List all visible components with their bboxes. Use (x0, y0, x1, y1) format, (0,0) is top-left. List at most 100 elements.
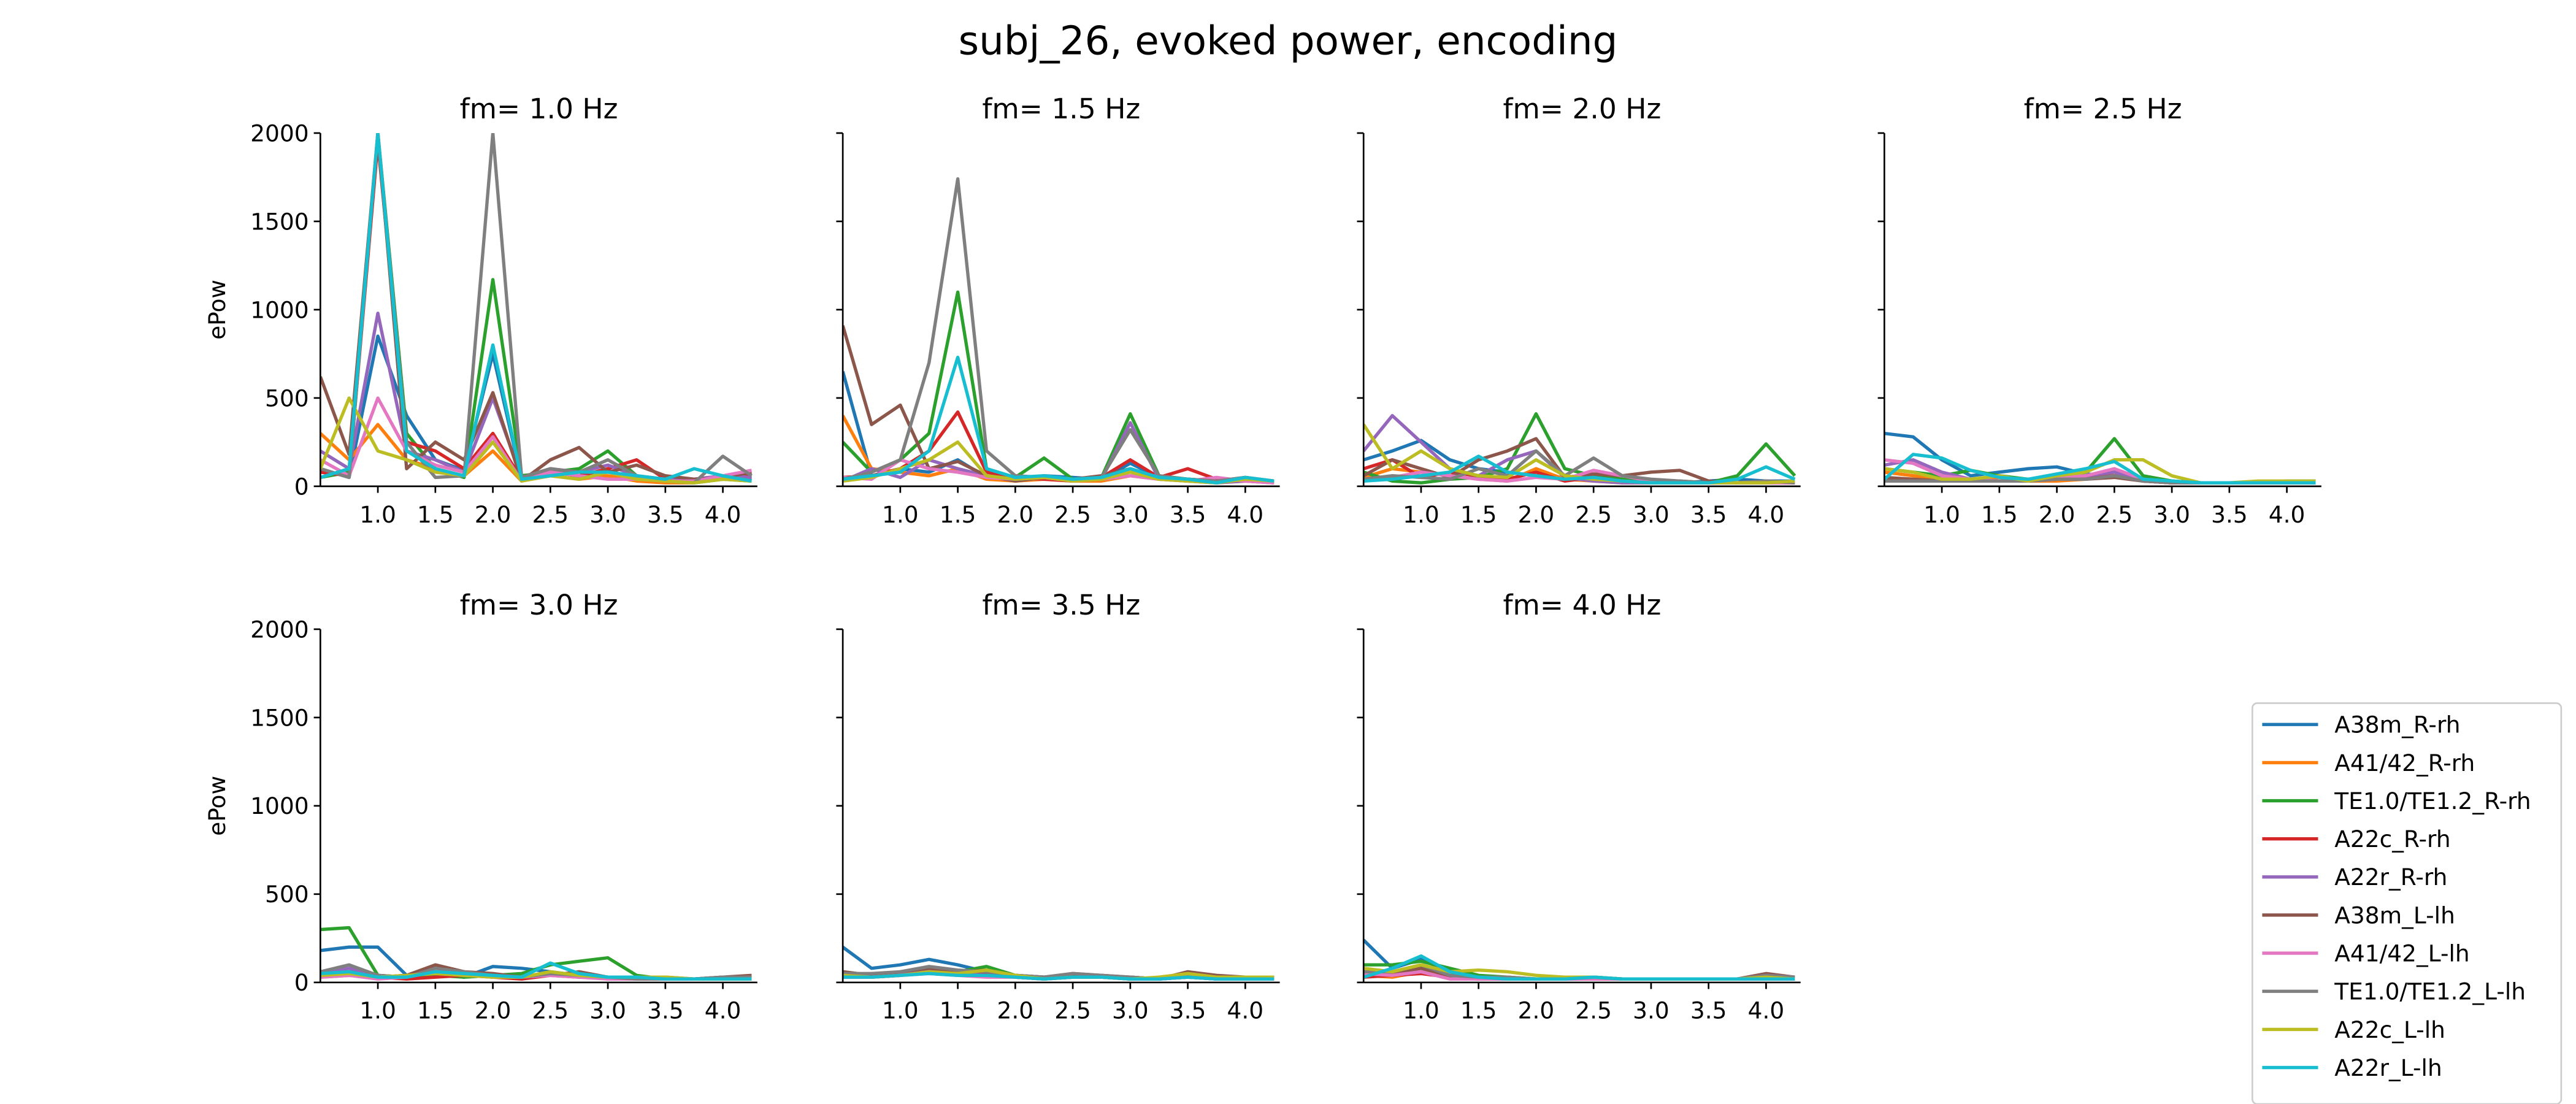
x-tick-label: 4.0 (705, 501, 742, 528)
legend-item: A22r_L-lh (2262, 1054, 2442, 1081)
x-tick-label: 1.5 (1981, 501, 2018, 528)
x-tick-label: 3.5 (1170, 501, 1206, 528)
legend-item: TE1.0/TE1.2_R-rh (2262, 788, 2531, 815)
x-tick-label: 4.0 (1227, 501, 1264, 528)
series-group (320, 132, 753, 485)
x-tick-label: 1.5 (1460, 997, 1497, 1024)
x-tick-label: 4.0 (705, 997, 742, 1024)
x-tick-label: 2.5 (1575, 501, 1612, 528)
series-group (1363, 938, 1795, 981)
x-tick-label: 3.5 (1170, 997, 1206, 1024)
series-group (320, 926, 752, 981)
x-tick-label: 2.0 (1518, 997, 1555, 1024)
y-axis-label: ePow (204, 776, 231, 836)
x-tick-label: 1.0 (882, 501, 919, 528)
x-tick-label: 1.0 (1403, 997, 1439, 1024)
subplot-7: fm= 4.0 Hz 1.0 1.5 2.0 2.5 3.0 3.5 4.0 (1357, 589, 1801, 1024)
x-tick-label: 3.0 (1633, 997, 1669, 1024)
x-tick-label: 3.0 (1112, 997, 1149, 1024)
y-tick-label: 1000 (250, 792, 309, 819)
legend-label: A22r_L-lh (2334, 1054, 2442, 1081)
legend: A38m_R-rh A41/42_R-rh TE1.0/TE1.2_R-rh A22c… (2251, 702, 2563, 1104)
series-group (843, 946, 1275, 981)
legend-label: A22r_R-rh (2334, 864, 2447, 891)
legend-label: A22c_L-lh (2334, 1016, 2445, 1043)
x-tick-label: 2.0 (2039, 501, 2076, 528)
legend-label: A41/42_L-lh (2334, 940, 2469, 967)
x-tick-label: 1.0 (359, 501, 396, 528)
subplot-2: fm= 1.5 Hz 1.0 1.5 2.0 2.5 3.0 3.5 4.0 (836, 93, 1280, 528)
subplot-title: fm= 2.0 Hz (1503, 93, 1661, 125)
x-tick-label: 3.5 (647, 501, 684, 528)
subplot-grid: fm= 1.0 Hz 0 500 1000 1500 2000 1.0 1.5 2.0 2.5 3.… (204, 93, 2321, 1024)
subplot-title: fm= 1.0 Hz (460, 93, 618, 125)
subplot-5: fm= 3.0 Hz 0 500 1000 1500 2000 1.0 1.5 2.0 2.5 3.… (204, 589, 757, 1024)
x-tick-label: 1.5 (940, 997, 976, 1024)
subplot-title: fm= 3.5 Hz (982, 589, 1140, 621)
x-tick-label: 2.0 (475, 997, 512, 1024)
legend-label: A38m_L-lh (2334, 902, 2455, 929)
legend-item: A22r_R-rh (2262, 864, 2447, 891)
y-tick-label: 2000 (250, 616, 309, 643)
x-tick-label: 1.5 (417, 501, 454, 528)
figure-title: subj_26, evoked power, encoding (959, 18, 1618, 64)
x-tick-label: 4.0 (1748, 501, 1785, 528)
legend-item: A41/42_L-lh (2262, 940, 2470, 967)
y-tick-label: 1500 (250, 704, 309, 731)
legend-item: TE1.0/TE1.2_L-lh (2262, 978, 2526, 1005)
legend-item: A38m_L-lh (2262, 902, 2455, 929)
subplot-title: fm= 4.0 Hz (1503, 589, 1661, 621)
y-axis-label: ePow (204, 280, 231, 340)
x-tick-label: 3.0 (2153, 501, 2190, 528)
series-line (843, 972, 1275, 981)
x-tick-label: 1.5 (417, 997, 454, 1024)
x-tick-label: 3.5 (1690, 501, 1727, 528)
x-tick-label: 3.0 (1633, 501, 1669, 528)
x-tick-label: 2.0 (997, 501, 1034, 528)
x-tick-label: 3.0 (589, 501, 626, 528)
subplot-title: fm= 2.5 Hz (2024, 93, 2182, 125)
x-tick-label: 2.5 (1054, 997, 1091, 1024)
subplot-3: fm= 2.0 Hz 1.0 1.5 2.0 2.5 3.0 3.5 4.0 (1357, 93, 1801, 528)
y-tick-label: 0 (294, 969, 309, 996)
legend-label: A41/42_R-rh (2334, 749, 2475, 776)
x-tick-label: 3.5 (647, 997, 684, 1024)
legend-label: A22c_R-rh (2334, 826, 2450, 853)
subplot-1: fm= 1.0 Hz 0 500 1000 1500 2000 1.0 1.5 2.0 2.5 3.… (204, 93, 757, 528)
y-tick-label: 1000 (250, 296, 309, 323)
series-line (1363, 412, 1796, 485)
x-tick-label: 2.5 (532, 501, 569, 528)
series-line (1884, 453, 2316, 485)
subplot-title: fm= 1.5 Hz (982, 93, 1140, 125)
legend-frame (2251, 702, 2563, 1104)
series-line (1363, 454, 1796, 485)
y-tick-label: 2000 (250, 120, 309, 147)
subplot-title: fm= 3.0 Hz (460, 589, 618, 621)
x-tick-label: 1.0 (359, 997, 396, 1024)
x-tick-label: 2.5 (2096, 501, 2133, 528)
legend-item: A41/42_R-rh (2262, 749, 2475, 776)
series-line (320, 132, 753, 485)
legend-item: A22c_L-lh (2262, 1016, 2445, 1043)
series-line (843, 177, 1275, 483)
series-group (1884, 431, 2316, 485)
x-tick-label: 2.0 (997, 997, 1034, 1024)
x-tick-label: 2.5 (1575, 997, 1612, 1024)
series-line (320, 132, 752, 485)
x-tick-label: 1.0 (1923, 501, 1960, 528)
x-tick-label: 1.0 (1403, 501, 1439, 528)
y-tick-label: 1500 (250, 208, 309, 235)
series-line (320, 132, 752, 483)
x-tick-label: 1.0 (882, 997, 919, 1024)
series-line (843, 290, 1275, 483)
x-tick-label: 3.5 (1690, 997, 1727, 1024)
legend-item: A22c_R-rh (2262, 826, 2451, 853)
legend-label: TE1.0/TE1.2_R-rh (2334, 788, 2531, 815)
subplot-6: fm= 3.5 Hz 1.0 1.5 2.0 2.5 3.0 3.5 4.0 (836, 589, 1280, 1024)
x-tick-label: 2.5 (1054, 501, 1091, 528)
series-line (1363, 954, 1795, 981)
x-tick-label: 2.0 (1518, 501, 1555, 528)
y-tick-label: 500 (265, 881, 309, 908)
x-tick-label: 4.0 (1748, 997, 1785, 1024)
x-tick-label: 4.0 (1227, 997, 1264, 1024)
